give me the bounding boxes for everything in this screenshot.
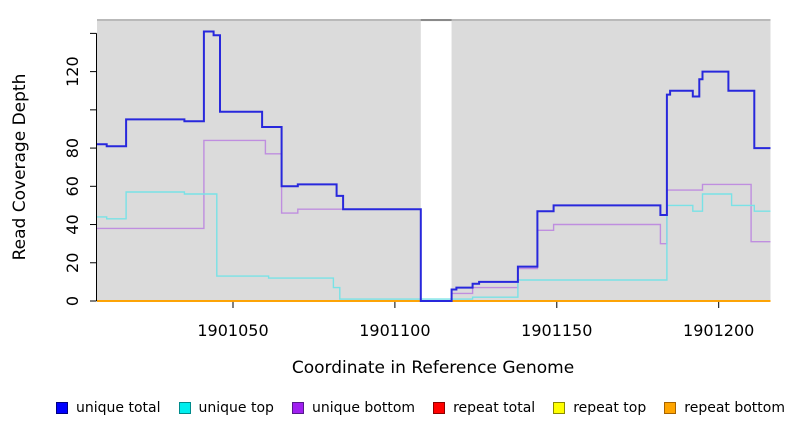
legend-swatch-unique-total bbox=[56, 402, 68, 414]
legend-swatch-unique-bottom bbox=[291, 402, 304, 414]
y-tick-label: 20 bbox=[63, 253, 82, 273]
legend-item-repeat-bottom: repeat bottom bbox=[664, 400, 785, 416]
legend-swatch-repeat-total bbox=[433, 402, 446, 414]
legend-item-unique-total: unique total bbox=[56, 400, 160, 416]
legend-item-repeat-top: repeat top bbox=[553, 400, 646, 416]
legend-swatch-repeat-bottom bbox=[664, 402, 677, 414]
legend-label-repeat-bottom: repeat bottom bbox=[684, 400, 785, 416]
y-tick-label: 120 bbox=[63, 56, 82, 87]
legend-item-repeat-total: repeat total bbox=[433, 400, 535, 416]
y-tick-label: 0 bbox=[63, 296, 82, 306]
legend-swatch-repeat-top bbox=[553, 402, 566, 414]
series-line-unique-bottom bbox=[97, 139, 771, 302]
legend-label-repeat-top: repeat top bbox=[573, 400, 647, 416]
legend-label-unique-top: unique top bbox=[198, 400, 274, 416]
x-tick-label: 1901100 bbox=[359, 321, 430, 340]
legend-item-unique-bottom: unique bottom bbox=[291, 400, 416, 416]
x-tick-label: 1901050 bbox=[197, 321, 268, 340]
legend-label-unique-total: unique total bbox=[76, 400, 161, 416]
series-line-unique-top bbox=[97, 191, 771, 300]
legend-label-unique-bottom: unique bottom bbox=[311, 400, 416, 416]
masked-region-band bbox=[420, 21, 452, 301]
y-tick-label: 40 bbox=[63, 214, 82, 234]
legend-item-unique-top: unique top bbox=[178, 400, 274, 416]
series-line-unique-total bbox=[97, 30, 771, 302]
legend: unique total unique top unique bottom repea… bbox=[56, 400, 785, 416]
x-tick-label: 1901200 bbox=[683, 321, 754, 340]
y-tick-label: 60 bbox=[63, 176, 82, 196]
x-tick-label: 1901150 bbox=[521, 321, 592, 340]
legend-swatch-unique-top bbox=[178, 402, 191, 414]
legend-label-repeat-total: repeat total bbox=[453, 400, 536, 416]
y-axis-title: Read Coverage Depth bbox=[10, 73, 30, 261]
y-tick-label: 80 bbox=[63, 138, 82, 158]
x-axis-title: Coordinate in Reference Genome bbox=[291, 358, 575, 378]
